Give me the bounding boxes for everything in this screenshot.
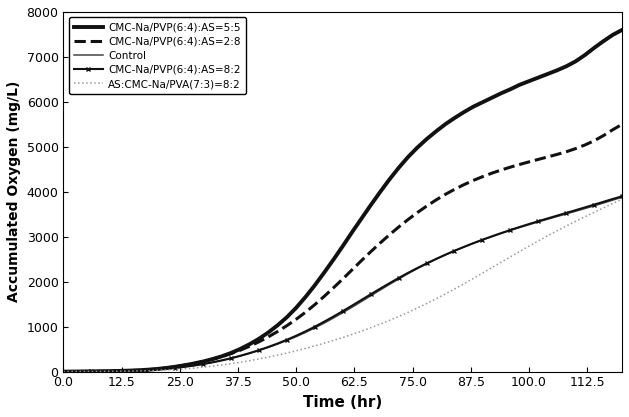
CMC-Na/PVP(6:4):AS=5:5 (190, 361, 198, 366)
CMC-Na/PVP(6:4):AS=5:5 (60, 369, 67, 374)
CMC-Na/PVP(6:4):AS=2:8 (395, 225, 403, 230)
CMC-Na/PVP(6:4):AS=2:8 (190, 361, 198, 366)
Line: CMC-Na/PVP(6:4):AS=5:5: CMC-Na/PVP(6:4):AS=5:5 (64, 30, 622, 372)
Control (190, 363, 198, 368)
CMC-Na/PVP(6:4):AS=8:2 (544, 216, 552, 221)
Control (395, 276, 403, 281)
CMC-Na/PVP(6:4):AS=2:8 (357, 258, 365, 263)
AS:CMC-Na/PVA(7:3)=8:2 (357, 329, 365, 334)
Control (357, 299, 365, 304)
CMC-Na/PVP(6:4):AS=5:5 (395, 166, 403, 171)
CMC-Na/PVP(6:4):AS=8:2 (171, 365, 179, 370)
CMC-Na/PVP(6:4):AS=8:2 (618, 194, 626, 199)
AS:CMC-Na/PVA(7:3)=8:2 (255, 357, 263, 362)
CMC-Na/PVP(6:4):AS=5:5 (544, 71, 552, 76)
CMC-Na/PVP(6:4):AS=8:2 (357, 297, 365, 302)
AS:CMC-Na/PVA(7:3)=8:2 (618, 197, 626, 202)
CMC-Na/PVP(6:4):AS=8:2 (255, 348, 263, 353)
CMC-Na/PVP(6:4):AS=8:2 (60, 369, 67, 374)
Line: AS:CMC-Na/PVA(7:3)=8:2: AS:CMC-Na/PVA(7:3)=8:2 (64, 199, 622, 372)
Control (171, 365, 179, 370)
X-axis label: Time (hr): Time (hr) (303, 395, 382, 410)
CMC-Na/PVP(6:4):AS=2:8 (171, 364, 179, 369)
CMC-Na/PVP(6:4):AS=8:2 (190, 363, 198, 368)
CMC-Na/PVP(6:4):AS=2:8 (618, 122, 626, 127)
CMC-Na/PVP(6:4):AS=5:5 (171, 364, 179, 369)
CMC-Na/PVP(6:4):AS=2:8 (60, 369, 67, 374)
Y-axis label: Accumulated Oxygen (mg/L): Accumulated Oxygen (mg/L) (7, 81, 21, 302)
AS:CMC-Na/PVA(7:3)=8:2 (395, 314, 403, 319)
CMC-Na/PVP(6:4):AS=5:5 (618, 28, 626, 33)
CMC-Na/PVP(6:4):AS=5:5 (357, 216, 365, 221)
CMC-Na/PVP(6:4):AS=2:8 (544, 154, 552, 159)
CMC-Na/PVP(6:4):AS=5:5 (255, 337, 263, 342)
Legend: CMC-Na/PVP(6:4):AS=5:5, CMC-Na/PVP(6:4):AS=2:8, Control, CMC-Na/PVP(6:4):AS=8:2,: CMC-Na/PVP(6:4):AS=5:5, CMC-Na/PVP(6:4):… (69, 17, 246, 94)
Control (255, 348, 263, 353)
AS:CMC-Na/PVA(7:3)=8:2 (190, 366, 198, 371)
Line: Control: Control (64, 197, 622, 372)
AS:CMC-Na/PVA(7:3)=8:2 (60, 369, 67, 374)
AS:CMC-Na/PVA(7:3)=8:2 (544, 234, 552, 239)
AS:CMC-Na/PVA(7:3)=8:2 (171, 367, 179, 372)
Control (544, 217, 552, 222)
CMC-Na/PVP(6:4):AS=2:8 (255, 339, 263, 344)
Line: CMC-Na/PVP(6:4):AS=2:8: CMC-Na/PVP(6:4):AS=2:8 (64, 124, 622, 372)
Control (60, 369, 67, 374)
CMC-Na/PVP(6:4):AS=8:2 (395, 276, 403, 281)
Line: CMC-Na/PVP(6:4):AS=8:2: CMC-Na/PVP(6:4):AS=8:2 (61, 194, 624, 374)
Control (618, 195, 626, 200)
